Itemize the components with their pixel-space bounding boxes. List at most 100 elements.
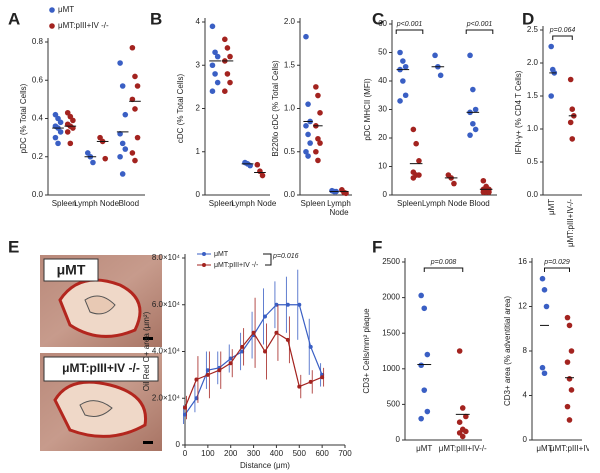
y-tick-label: 4 — [196, 17, 201, 26]
y-tick-label: 0.4 — [32, 114, 44, 123]
y-tick-label: 2.0 — [284, 17, 296, 26]
data-point — [303, 148, 309, 155]
data-point — [424, 408, 431, 415]
data-point — [472, 126, 479, 133]
data-point — [421, 305, 428, 312]
image-label: μMT — [57, 262, 86, 278]
data-point — [569, 106, 576, 112]
data-point — [463, 413, 469, 420]
y-tick-label: 30 — [378, 105, 387, 114]
data-point — [117, 60, 123, 66]
y-tick-label: 10 — [378, 162, 387, 171]
x-tick-label-box: μMT — [536, 444, 552, 453]
x-tick-label: μMT — [546, 199, 556, 216]
panel-letter: C — [372, 9, 384, 28]
x-tick-label-box: μMT:pIII+IV-/- — [439, 444, 487, 453]
data-point — [410, 175, 417, 181]
data-point — [119, 83, 126, 89]
legend-marker — [49, 23, 55, 29]
annotation: p=0.029 — [543, 259, 570, 266]
data-point — [214, 79, 221, 86]
data-point — [52, 134, 59, 141]
data-point — [313, 84, 319, 90]
y-tick-label: 4 — [523, 391, 528, 400]
data-point — [486, 189, 492, 195]
data-point — [57, 119, 64, 126]
x-tick-label: Lymph Node — [421, 199, 468, 208]
data-point — [418, 415, 424, 422]
significance-bracket — [423, 267, 464, 272]
data-point — [132, 106, 138, 112]
x-tick-label: Lymph Node — [231, 199, 277, 208]
y-axis-label: CD3+ Cells/mm² plaque — [362, 308, 371, 394]
data-point — [397, 98, 403, 104]
data-point — [64, 129, 71, 135]
data-point — [57, 129, 64, 135]
data-point — [209, 23, 216, 30]
annotation: p<0.001 — [466, 21, 493, 28]
data-point — [564, 359, 571, 365]
data-point — [305, 153, 311, 159]
x-tick-label-box: μMT — [416, 444, 432, 453]
x-tick-label: 300 — [247, 449, 261, 458]
data-point — [320, 375, 325, 380]
y-tick-label: 20 — [378, 133, 387, 142]
x-tick-label-box: Blood — [119, 199, 139, 208]
panel-letter: F — [372, 237, 382, 256]
data-point — [564, 314, 571, 321]
data-point — [539, 275, 546, 282]
y-tick-label: 2500 — [382, 257, 400, 266]
y-tick-label: 3 — [196, 60, 201, 69]
y-tick-label: 2.0 — [527, 58, 539, 67]
data-point — [459, 433, 466, 440]
data-point — [227, 79, 233, 86]
x-tick-label: Spleen — [51, 199, 77, 208]
data-point — [55, 140, 61, 147]
y-tick-label: 0.0 — [284, 190, 296, 199]
data-point — [119, 171, 126, 177]
data-point — [432, 52, 438, 59]
data-point — [285, 337, 290, 342]
data-point — [212, 71, 218, 77]
data-point — [472, 106, 479, 113]
data-point — [308, 379, 313, 384]
x-tick-label-box: Lymph Node — [231, 199, 277, 208]
data-point — [224, 71, 231, 77]
data-point — [568, 348, 575, 354]
data-point — [274, 302, 279, 307]
y-tick-label: 12 — [518, 302, 527, 311]
data-point — [117, 153, 123, 160]
data-point — [122, 111, 129, 118]
data-point — [313, 148, 319, 155]
y-tick-label: 1500 — [382, 328, 400, 337]
x-tick-label: 600 — [315, 449, 329, 458]
x-tick-label: 400 — [270, 449, 284, 458]
y-tick-label: 0.5 — [527, 157, 539, 166]
annotation: p=0.008 — [430, 259, 457, 266]
data-point — [183, 405, 187, 410]
data-point — [122, 146, 129, 152]
y-tick-label: 1.0 — [527, 124, 539, 133]
y-tick-label: 0.5 — [284, 147, 296, 156]
data-point — [67, 140, 74, 147]
data-point — [254, 161, 261, 168]
data-point — [102, 155, 109, 162]
legend-marker — [202, 263, 206, 267]
x-tick-label-box: Lymph Node — [74, 199, 119, 208]
data-point — [421, 387, 428, 393]
x-tick-label: Blood — [469, 199, 490, 208]
data-point — [400, 58, 406, 64]
x-tick-label-box: μMT:pIII+IV-/- — [566, 199, 575, 247]
data-point — [397, 49, 403, 56]
data-point — [418, 362, 424, 369]
data-point — [410, 126, 417, 133]
y-tick-label: 0 — [523, 435, 528, 444]
y-tick-label: 0 — [176, 440, 181, 449]
data-point — [209, 88, 216, 94]
data-point — [228, 361, 233, 366]
series-line — [184, 331, 323, 408]
image-label: μMT:pIII+IV -/- — [62, 361, 140, 375]
y-axis-label: pDC MHCII (MFI) — [363, 78, 372, 141]
y-tick-label: 1.5 — [527, 91, 539, 100]
